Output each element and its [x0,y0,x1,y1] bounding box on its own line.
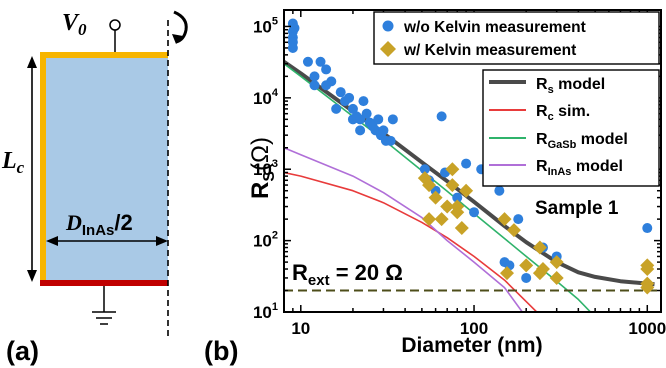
point-circle [452,192,463,203]
x-tick-label: 1000 [628,319,666,338]
point-circle [513,214,524,225]
point-diamond [549,270,564,285]
point-circle [355,125,366,136]
point-circle [344,92,355,103]
legend-diamond-icon [380,41,396,57]
point-circle [302,56,313,67]
point-diamond [532,240,547,255]
point-circle [378,125,389,136]
panel-a: V0 Lc DInAs/2 (a) [1,10,188,366]
legend-label-w-kelvin: w/ Kelvin measurement [403,42,576,59]
rotation-arrowhead-icon [172,34,183,44]
point-diamond [422,178,437,193]
point-diamond [450,199,465,214]
x-tick-label: 100 [460,319,488,338]
sample-annotation: Sample 1 [535,198,619,219]
point-circle [387,114,398,125]
legend-lines: Rs model Rc sim. RGaSb model RInAs model [482,69,660,187]
point-circle [289,23,300,34]
side-contact [40,55,46,283]
curve-rgasb-model [284,63,592,312]
point-circle [355,114,366,125]
legend-label-rgasb: RGaSb model [536,131,628,151]
point-diamond [445,178,460,193]
point-circle [287,42,298,53]
plot-frame [283,9,662,313]
point-diamond [459,183,474,198]
rotation-arrow-icon [173,10,188,44]
point-diamond [535,262,550,277]
legend-markers: w/o Kelvin measurement w/ Kelvin measure… [373,11,660,65]
point-circle [335,87,346,98]
point-diamond [506,223,521,238]
point-circle [309,71,320,82]
panel-b-tag: (b) [204,336,238,366]
point-circle [309,80,320,91]
lc-label: Lc [1,148,25,177]
d-label: DInAs/2 [65,210,133,239]
point-diamond [497,212,512,227]
x-tick-label: 10 [291,319,310,338]
point-circle [461,158,472,169]
curve-rinas-model [284,146,523,312]
point-circle [469,207,480,218]
point-diamond [445,162,460,177]
point-diamond [500,266,515,281]
point-diamond [440,199,455,214]
point-diamond [422,212,437,227]
point-circle [436,111,447,122]
bottom-contact [40,280,168,286]
legend-lines-box [482,69,660,187]
point-circle [358,96,369,107]
point-diamond [549,255,564,270]
top-contact [40,52,168,58]
point-circle [331,103,342,114]
point-diamond [434,212,449,227]
y-tick-label: 104 [253,87,279,108]
rext-annotation: Rext = 20 Ω [292,260,403,289]
point-circle [494,185,505,196]
point-circle [326,76,337,87]
point-circle [361,108,372,119]
y-tick-label: 103 [253,158,278,179]
y-axis-label: RS(Ω) [247,137,278,199]
point-diamond [519,258,534,273]
legend-label-rs: Rs model [536,76,605,96]
point-circle [385,135,396,146]
point-circle [419,164,430,175]
data-points [287,18,655,295]
v0-label: V0 [62,10,87,39]
point-circle [321,64,332,75]
point-circle [642,223,653,234]
point-circle [315,56,326,67]
point-circle [347,103,358,114]
legend-markers-box [373,11,660,65]
point-circle [521,272,532,283]
y-tick-label: 102 [253,230,278,251]
legend-label-rc: Rc sim. [536,103,590,123]
legend-circle-icon [382,20,394,32]
x-axis-label: Diameter (nm) [401,334,542,357]
point-diamond [454,221,469,236]
point-diamond [640,262,655,277]
nanowire-body [40,55,168,283]
v0-terminal-icon [109,19,121,31]
point-diamond [640,276,655,291]
legend-label-wo-kelvin: w/o Kelvin measurement [403,19,586,36]
point-diamond [428,190,443,205]
y-tick-label: 101 [253,301,278,322]
point-circle [373,114,384,125]
y-tick-label: 105 [253,15,278,36]
tick-labels: 10 100 1000 101 102 103 104 105 [253,15,666,338]
panel-a-tag: (a) [6,336,39,366]
legend-label-rinas: RInAs model [536,158,623,178]
chart-area: 10 100 1000 101 102 103 104 105 Diameter (nm) R… [247,9,666,357]
